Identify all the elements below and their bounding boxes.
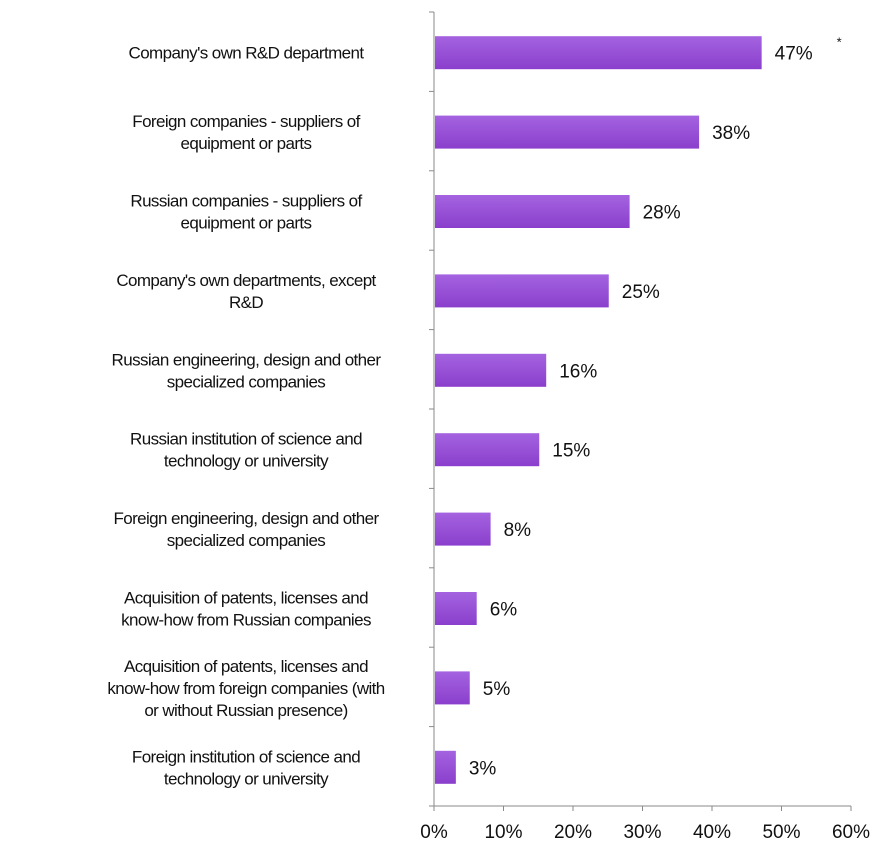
x-tick-label: 50% bbox=[762, 822, 800, 843]
category-label: specialized companies bbox=[167, 531, 326, 550]
category-label: equipment or parts bbox=[181, 214, 312, 233]
bar bbox=[435, 750, 456, 784]
category-label: Company's own R&D department bbox=[129, 44, 365, 63]
category-label: R&D bbox=[229, 293, 263, 312]
data-label: 15% bbox=[552, 441, 590, 462]
x-tick-label: 10% bbox=[484, 822, 522, 843]
data-label: 16% bbox=[559, 361, 597, 382]
category-label: Acquisition of patents, licenses and bbox=[124, 657, 368, 676]
category-label: know-how from Russian companies bbox=[121, 611, 371, 630]
category-label: Company's own departments, except bbox=[116, 271, 376, 290]
category-label: Foreign institution of science and bbox=[132, 747, 360, 766]
bar bbox=[435, 592, 477, 625]
data-label: 6% bbox=[490, 600, 518, 621]
data-label: 8% bbox=[504, 520, 532, 541]
x-tick-label: 60% bbox=[832, 822, 870, 843]
bar bbox=[435, 115, 700, 149]
bar bbox=[435, 512, 491, 546]
data-label: 38% bbox=[712, 123, 750, 144]
plot-area: 0% 10% 20% 30% 40% 50% 60% 47% * Company's own R&… bbox=[107, 11, 870, 843]
category-label: Russian engineering, design and other bbox=[112, 350, 382, 369]
category-label: or without Russian presence) bbox=[144, 701, 347, 720]
data-label: 3% bbox=[469, 758, 497, 779]
bar bbox=[435, 671, 470, 705]
x-tick-label: 0% bbox=[420, 822, 448, 843]
data-label: 25% bbox=[622, 282, 660, 303]
category-label: Foreign companies - suppliers of bbox=[132, 112, 360, 131]
category-label: Acquisition of patents, licenses and bbox=[124, 589, 368, 608]
data-label: 47% bbox=[775, 44, 813, 65]
bar bbox=[435, 36, 762, 70]
category-label: Russian institution of science and bbox=[130, 430, 362, 449]
category-label: equipment or parts bbox=[181, 134, 312, 153]
category-label: specialized companies bbox=[167, 372, 326, 391]
bar bbox=[435, 353, 547, 387]
x-tick-label: 40% bbox=[693, 822, 731, 843]
x-tick-label: 20% bbox=[554, 822, 592, 843]
data-label: 28% bbox=[643, 203, 681, 224]
x-tick-label: 30% bbox=[623, 822, 661, 843]
category-label: technology or university bbox=[164, 769, 329, 788]
bar bbox=[435, 274, 609, 308]
bar bbox=[435, 433, 540, 467]
data-label: 5% bbox=[483, 679, 511, 700]
bar bbox=[435, 195, 630, 228]
category-label: know-how from foreign companies (with bbox=[107, 679, 384, 698]
category-label: technology or university bbox=[164, 452, 329, 471]
annotation-asterisk: * bbox=[837, 35, 842, 50]
category-label: Russian companies - suppliers of bbox=[130, 192, 362, 211]
category-label: Foreign engineering, design and other bbox=[113, 509, 379, 528]
